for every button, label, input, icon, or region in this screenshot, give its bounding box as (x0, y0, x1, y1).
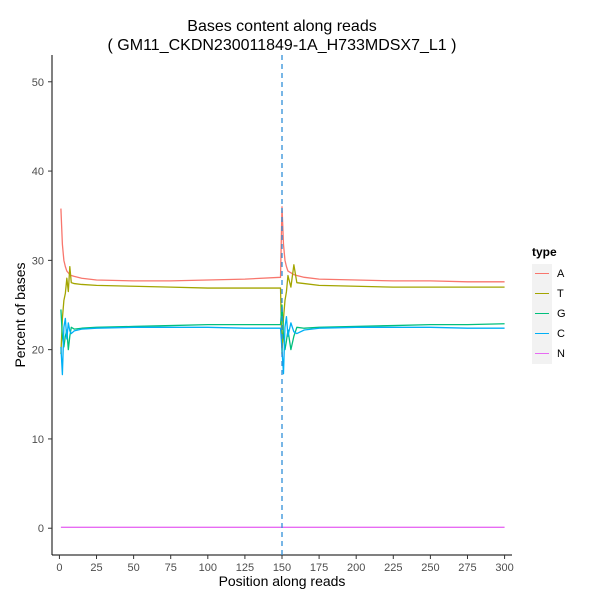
legend-label: C (557, 328, 565, 340)
y-tick-label: 30 (32, 255, 44, 267)
x-tick-label: 0 (56, 562, 62, 574)
x-tick-label: 175 (310, 562, 328, 574)
legend-item-N: N (532, 344, 566, 364)
legend-key (532, 324, 552, 344)
x-tick-label: 300 (495, 562, 513, 574)
y-tick-label: 50 (32, 77, 44, 89)
legend-key (532, 344, 552, 364)
series-line-C (60, 315, 505, 376)
y-tick-label: 20 (32, 345, 44, 357)
series-line-A (60, 206, 505, 283)
y-tick-label: 40 (32, 166, 44, 178)
legend-swatch (535, 313, 549, 315)
series-line-T (60, 264, 505, 355)
x-tick-label: 150 (273, 562, 291, 574)
legend-label: G (557, 308, 566, 320)
legend-swatch (535, 273, 549, 275)
legend-label: A (557, 268, 565, 280)
legend-label: T (557, 288, 564, 300)
chart-subtitle: ( GM11_CKDN230011849-1A_H733MDSX7_L1 ) (107, 37, 457, 54)
legend-key (532, 264, 552, 284)
x-tick-label: 275 (458, 562, 476, 574)
legend-swatch (535, 293, 549, 295)
legend-item-A: A (532, 264, 566, 284)
x-tick-label: 200 (347, 562, 365, 574)
legend-label: N (557, 348, 565, 360)
x-tick-label: 100 (199, 562, 217, 574)
legend-item-G: G (532, 304, 566, 324)
x-tick-label: 25 (90, 562, 102, 574)
y-tick-label: 0 (38, 523, 44, 535)
x-tick-label: 225 (384, 562, 402, 574)
series-line-G (60, 304, 505, 351)
legend-key (532, 284, 552, 304)
x-tick-label: 75 (165, 562, 177, 574)
x-tick-label: 250 (421, 562, 439, 574)
x-axis-label: Position along reads (218, 573, 346, 589)
chart-title: Bases content along reads (187, 18, 377, 35)
x-tick-label: 50 (127, 562, 139, 574)
legend-title: type (532, 245, 557, 259)
y-tick-label: 10 (32, 434, 44, 446)
y-axis-label: Percent of bases (12, 262, 28, 368)
legend-item-T: T (532, 284, 566, 304)
legend-swatch (535, 353, 549, 355)
axes: 0 10 20 30 40 50 0 25 50 75 100 125 150 175 200 225 250 2… (32, 55, 514, 574)
x-tick-label: 125 (236, 562, 254, 574)
legend-key (532, 304, 552, 324)
legend-item-C: C (532, 324, 566, 344)
legend-swatch (535, 333, 549, 335)
series-layer (60, 206, 505, 528)
